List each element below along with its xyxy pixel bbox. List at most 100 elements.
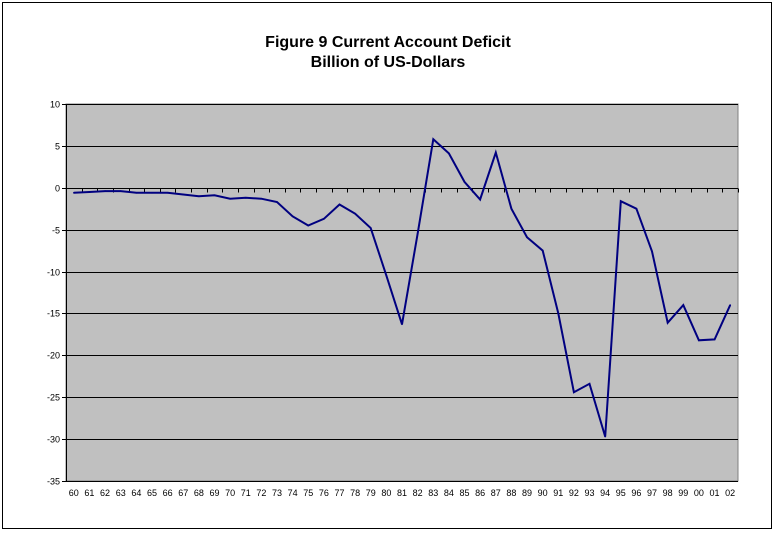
x-tick-label: 72 — [256, 488, 266, 498]
x-tick-label: 83 — [428, 488, 438, 498]
data-point — [448, 152, 450, 155]
x-tick-label: 88 — [506, 488, 516, 498]
y-tick-label: -30 — [47, 435, 60, 445]
data-point — [73, 192, 75, 194]
x-tick-label: 79 — [366, 488, 376, 498]
x-tick-label: 96 — [631, 488, 641, 498]
data-point — [229, 197, 231, 200]
data-point — [666, 321, 669, 324]
data-point — [369, 227, 372, 229]
data-point — [338, 203, 341, 206]
y-tick-label: -5 — [52, 226, 60, 236]
x-tick-label: 81 — [397, 488, 407, 498]
x-tick-label: 75 — [303, 488, 313, 498]
chart-title: Figure 9 Current Account Deficit Billion… — [3, 33, 773, 73]
data-point — [479, 198, 481, 201]
x-tick-label: 69 — [209, 488, 219, 498]
x-tick-label: 62 — [100, 488, 110, 498]
data-point — [307, 224, 310, 227]
data-point — [620, 200, 622, 202]
x-tick-label: 77 — [334, 488, 344, 498]
tick-labels: 10 5 0 -5 -10 -15 -20 -25 -30 -35 60 61 62 63 64 65 66 67… — [47, 100, 735, 499]
data-point — [151, 192, 153, 194]
x-tick-label: 01 — [710, 488, 720, 498]
x-tick-label: 73 — [272, 488, 282, 498]
data-point — [166, 192, 169, 194]
plot-area — [65, 103, 739, 482]
x-tick-label: 82 — [413, 488, 423, 498]
data-point — [651, 250, 653, 253]
x-tick-label: 76 — [319, 488, 329, 498]
x-tick-label: 98 — [663, 488, 673, 498]
x-tick-label: 89 — [522, 488, 532, 498]
y-tick-label: -15 — [47, 309, 60, 319]
x-tick-label: 78 — [350, 488, 360, 498]
x-tick-label: 92 — [569, 488, 579, 498]
data-point — [495, 151, 497, 154]
x-tick-label: 91 — [553, 488, 563, 498]
x-tick-label: 71 — [241, 488, 251, 498]
y-tick-label: 5 — [55, 142, 60, 152]
y-tick-label: -35 — [47, 477, 60, 487]
data-point — [432, 138, 435, 140]
axes — [62, 104, 739, 482]
data-point — [119, 190, 122, 192]
data-point — [416, 233, 419, 235]
x-tick-label: 99 — [678, 488, 688, 498]
data-point — [276, 201, 278, 203]
x-tick-label: 67 — [178, 488, 188, 498]
data-point — [323, 218, 325, 220]
data-point — [354, 212, 356, 215]
data-point — [213, 194, 216, 197]
chart-title-line-2: Billion of US-Dollars — [310, 54, 466, 71]
x-tick-label: 02 — [725, 488, 735, 498]
plot-background — [65, 103, 739, 482]
x-tick-label: 94 — [600, 488, 610, 498]
data-point — [291, 215, 294, 218]
x-tick-label: 93 — [585, 488, 595, 498]
data-point — [510, 207, 513, 210]
data-point — [541, 249, 544, 252]
x-tick-label: 65 — [147, 488, 157, 498]
data-point — [385, 274, 388, 277]
data-point — [244, 197, 247, 199]
data-point — [260, 197, 263, 200]
data-point — [463, 181, 466, 183]
x-tick-label: 84 — [444, 488, 454, 498]
x-tick-label: 87 — [491, 488, 501, 498]
data-point — [682, 304, 685, 306]
x-tick-label: 90 — [538, 488, 548, 498]
data-point — [729, 304, 731, 306]
data-point — [182, 193, 184, 196]
data-point — [604, 435, 606, 438]
data-point — [88, 191, 91, 193]
x-tick-label: 66 — [163, 488, 173, 498]
y-tick-label: 0 — [55, 184, 60, 194]
data-point — [526, 236, 528, 238]
x-tick-label: 63 — [116, 488, 126, 498]
data-point — [135, 192, 138, 194]
x-tick-label: 95 — [616, 488, 626, 498]
data-point — [713, 338, 716, 341]
data-point — [635, 207, 638, 210]
x-tick-label: 70 — [225, 488, 235, 498]
y-tick-label: 10 — [50, 100, 60, 110]
x-tick-label: 64 — [131, 488, 141, 498]
x-tick-label: 68 — [194, 488, 204, 498]
x-tick-label: 60 — [69, 488, 79, 498]
data-point — [557, 312, 560, 315]
y-tick-label: -25 — [47, 393, 60, 403]
series-layer — [73, 137, 732, 438]
data-point — [573, 391, 575, 394]
x-tick-label: 00 — [694, 488, 704, 498]
data-point — [198, 195, 200, 197]
data-point — [104, 190, 106, 192]
x-tick-label: 86 — [475, 488, 485, 498]
data-point — [401, 323, 403, 326]
data-point — [588, 383, 591, 385]
y-tick-label: -20 — [47, 351, 60, 361]
x-tick-label: 74 — [288, 488, 298, 498]
x-tick-label: 97 — [647, 488, 657, 498]
y-tick-label: -10 — [47, 268, 60, 278]
